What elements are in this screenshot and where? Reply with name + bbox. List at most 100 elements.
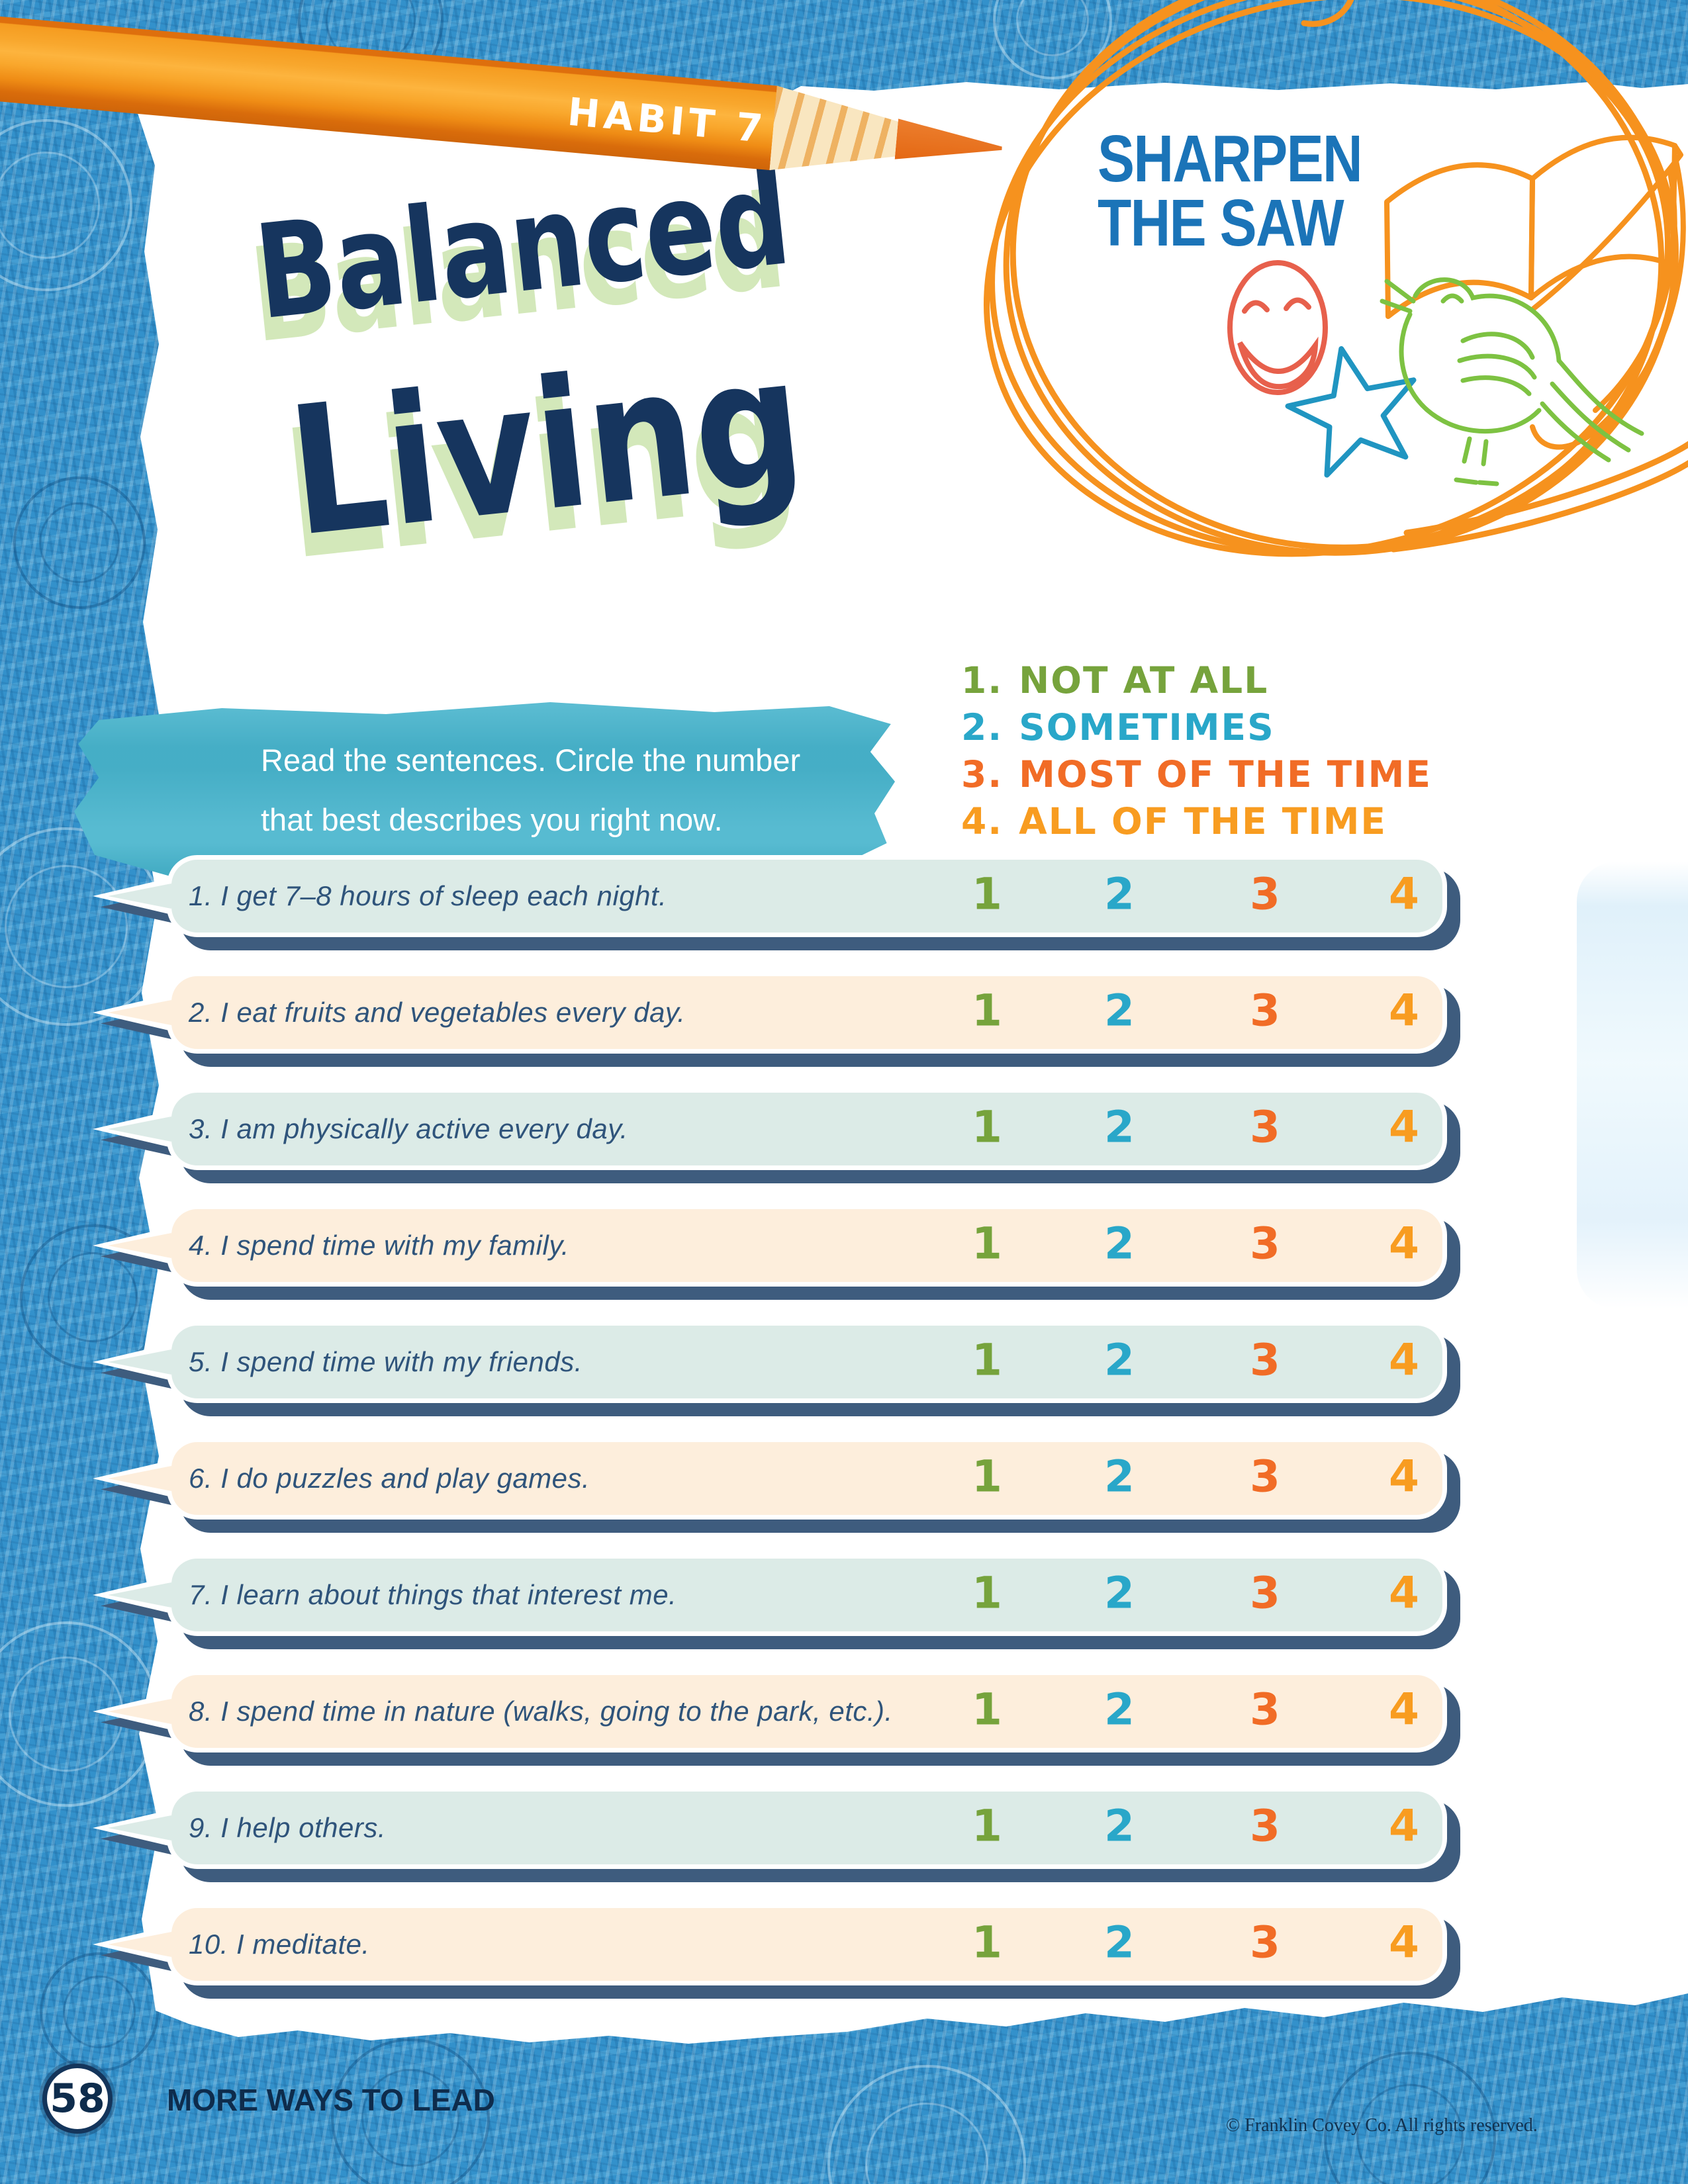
legend-item: 3. MOST OF THE TIME bbox=[961, 751, 1432, 798]
rating-option-3[interactable]: 3 bbox=[1250, 1684, 1280, 1735]
star-doodle-icon bbox=[1285, 345, 1417, 478]
rating-option-2[interactable]: 2 bbox=[1104, 1451, 1135, 1502]
badge-line2: THE SAW bbox=[1098, 186, 1344, 260]
statement-row: 2. I eat fruits and vegetables every day… bbox=[101, 972, 1447, 1054]
rating-option-4[interactable]: 4 bbox=[1389, 1800, 1419, 1852]
page-number-badge: 58 bbox=[42, 2064, 113, 2134]
statement-bubble: 4. I spend time with my family. 1 2 3 4 bbox=[167, 1205, 1447, 1287]
statement-bubble: 5. I spend time with my friends. 1 2 3 4 bbox=[167, 1321, 1447, 1403]
statement-text: 8. I spend time in nature (walks, going … bbox=[189, 1696, 893, 1727]
rating-option-2[interactable]: 2 bbox=[1104, 1684, 1135, 1735]
rating-option-3[interactable]: 3 bbox=[1250, 985, 1280, 1036]
rating-option-2[interactable]: 2 bbox=[1104, 868, 1135, 920]
rating-option-4[interactable]: 4 bbox=[1389, 1684, 1419, 1735]
statement-row: 3. I am physically active every day. 1 2 3 4 bbox=[101, 1088, 1447, 1170]
rating-option-1[interactable]: 1 bbox=[972, 1917, 1002, 1968]
legend-label: SOMETIMES bbox=[1019, 706, 1275, 749]
statement-bubble: 8. I spend time in nature (walks, going … bbox=[167, 1670, 1447, 1752]
statement-text: 6. I do puzzles and play games. bbox=[189, 1463, 590, 1494]
habit-name-badge: SHARPEN THE SAW bbox=[1098, 122, 1363, 260]
rating-option-2[interactable]: 2 bbox=[1104, 1917, 1135, 1968]
statement-text: 3. I am physically active every day. bbox=[189, 1113, 628, 1144]
rating-option-2[interactable]: 2 bbox=[1104, 1101, 1135, 1153]
footer-tagline: MORE WAYS TO LEAD bbox=[167, 2083, 495, 2117]
rating-option-4[interactable]: 4 bbox=[1389, 1334, 1419, 1386]
rating-option-1[interactable]: 1 bbox=[972, 868, 1002, 920]
rating-option-1[interactable]: 1 bbox=[972, 985, 1002, 1036]
rating-option-2[interactable]: 2 bbox=[1104, 1218, 1135, 1269]
bird-doodle-icon bbox=[1380, 277, 1644, 486]
copyright-notice: © Franklin Covey Co. All rights reserved… bbox=[1226, 2115, 1538, 2136]
rating-option-3[interactable]: 3 bbox=[1250, 1101, 1280, 1153]
legend-label: MOST OF THE TIME bbox=[1019, 753, 1432, 796]
instructions-line1: Read the sentences. Circle the number bbox=[261, 743, 801, 778]
statement-text: 9. I help others. bbox=[189, 1812, 387, 1843]
rating-option-3[interactable]: 3 bbox=[1250, 868, 1280, 920]
instructions-panel: Read the sentences. Circle the number th… bbox=[74, 702, 895, 877]
open-book-doodle-icon bbox=[1384, 134, 1686, 450]
rating-option-4[interactable]: 4 bbox=[1389, 1917, 1419, 1968]
rating-option-1[interactable]: 1 bbox=[972, 1334, 1002, 1386]
statement-bubble: 3. I am physically active every day. 1 2 3 4 bbox=[167, 1088, 1447, 1170]
statement-bubble: 10. I meditate. 1 2 3 4 bbox=[167, 1903, 1447, 1985]
statement-bubble: 7. I learn about things that interest me… bbox=[167, 1554, 1447, 1636]
rating-option-1[interactable]: 1 bbox=[972, 1451, 1002, 1502]
page-number: 58 bbox=[50, 2075, 105, 2122]
rating-option-4[interactable]: 4 bbox=[1389, 1101, 1419, 1153]
legend-number: 4. bbox=[961, 800, 1004, 842]
statement-bubble: 1. I get 7–8 hours of sleep each night. 1… bbox=[167, 855, 1447, 937]
statement-row: 7. I learn about things that interest me… bbox=[101, 1554, 1447, 1636]
rating-option-1[interactable]: 1 bbox=[972, 1684, 1002, 1735]
rating-option-1[interactable]: 1 bbox=[972, 1101, 1002, 1153]
legend-number: 2. bbox=[961, 706, 1004, 749]
rating-option-3[interactable]: 3 bbox=[1250, 1800, 1280, 1852]
statement-row: 1. I get 7–8 hours of sleep each night. 1… bbox=[101, 855, 1447, 937]
rating-option-3[interactable]: 3 bbox=[1250, 1334, 1280, 1386]
instructions-line2: that best describes you right now. bbox=[261, 802, 723, 837]
badge-line1: SHARPEN bbox=[1098, 122, 1363, 196]
legend-item: 1. NOT AT ALL bbox=[961, 657, 1432, 704]
statement-text: 2. I eat fruits and vegetables every day… bbox=[189, 997, 686, 1028]
rating-option-1[interactable]: 1 bbox=[972, 1567, 1002, 1619]
statement-bubble: 9. I help others. 1 2 3 4 bbox=[167, 1787, 1447, 1869]
compass-doodle-icon bbox=[331, 2038, 490, 2184]
statement-row: 8. I spend time in nature (walks, going … bbox=[101, 1670, 1447, 1752]
statement-row: 10. I meditate. 1 2 3 4 bbox=[101, 1903, 1447, 1985]
rating-option-1[interactable]: 1 bbox=[972, 1218, 1002, 1269]
smiley-face-doodle-icon bbox=[1227, 260, 1328, 395]
legend-item: 4. ALL OF THE TIME bbox=[961, 798, 1432, 845]
rating-option-3[interactable]: 3 bbox=[1250, 1567, 1280, 1619]
rating-option-2[interactable]: 2 bbox=[1104, 1800, 1135, 1852]
rating-option-4[interactable]: 4 bbox=[1389, 1567, 1419, 1619]
rating-option-4[interactable]: 4 bbox=[1389, 1451, 1419, 1502]
rating-option-2[interactable]: 2 bbox=[1104, 1334, 1135, 1386]
compass-doodle-icon bbox=[13, 477, 146, 609]
rating-option-4[interactable]: 4 bbox=[1389, 985, 1419, 1036]
statement-text: 4. I spend time with my family. bbox=[189, 1230, 569, 1261]
legend-number: 1. bbox=[961, 659, 1004, 702]
rating-option-4[interactable]: 4 bbox=[1389, 868, 1419, 920]
rating-legend: 1. NOT AT ALL 2. SOMETIMES 3. MOST OF THE TIM… bbox=[961, 657, 1432, 845]
legend-number: 3. bbox=[961, 753, 1004, 796]
rating-option-3[interactable]: 3 bbox=[1250, 1917, 1280, 1968]
legend-label: NOT AT ALL bbox=[1019, 659, 1269, 702]
statement-row: 6. I do puzzles and play games. 1 2 3 4 bbox=[101, 1437, 1447, 1520]
legend-label: ALL OF THE TIME bbox=[1019, 800, 1387, 842]
instructions-text: Read the sentences. Circle the number th… bbox=[261, 731, 800, 850]
statement-text: 7. I learn about things that interest me… bbox=[189, 1579, 677, 1610]
rating-option-2[interactable]: 2 bbox=[1104, 985, 1135, 1036]
rating-option-1[interactable]: 1 bbox=[972, 1800, 1002, 1852]
rating-option-4[interactable]: 4 bbox=[1389, 1218, 1419, 1269]
rating-option-2[interactable]: 2 bbox=[1104, 1567, 1135, 1619]
statement-bubble: 6. I do puzzles and play games. 1 2 3 4 bbox=[167, 1437, 1447, 1520]
statement-bubble: 2. I eat fruits and vegetables every day… bbox=[167, 972, 1447, 1054]
paint-wash bbox=[1577, 862, 1688, 1309]
rating-option-3[interactable]: 3 bbox=[1250, 1451, 1280, 1502]
statement-row: 9. I help others. 1 2 3 4 bbox=[101, 1787, 1447, 1869]
statement-row: 5. I spend time with my friends. 1 2 3 4 bbox=[101, 1321, 1447, 1403]
rating-option-3[interactable]: 3 bbox=[1250, 1218, 1280, 1269]
statement-text: 5. I spend time with my friends. bbox=[189, 1346, 583, 1377]
statement-text: 1. I get 7–8 hours of sleep each night. bbox=[189, 880, 667, 911]
